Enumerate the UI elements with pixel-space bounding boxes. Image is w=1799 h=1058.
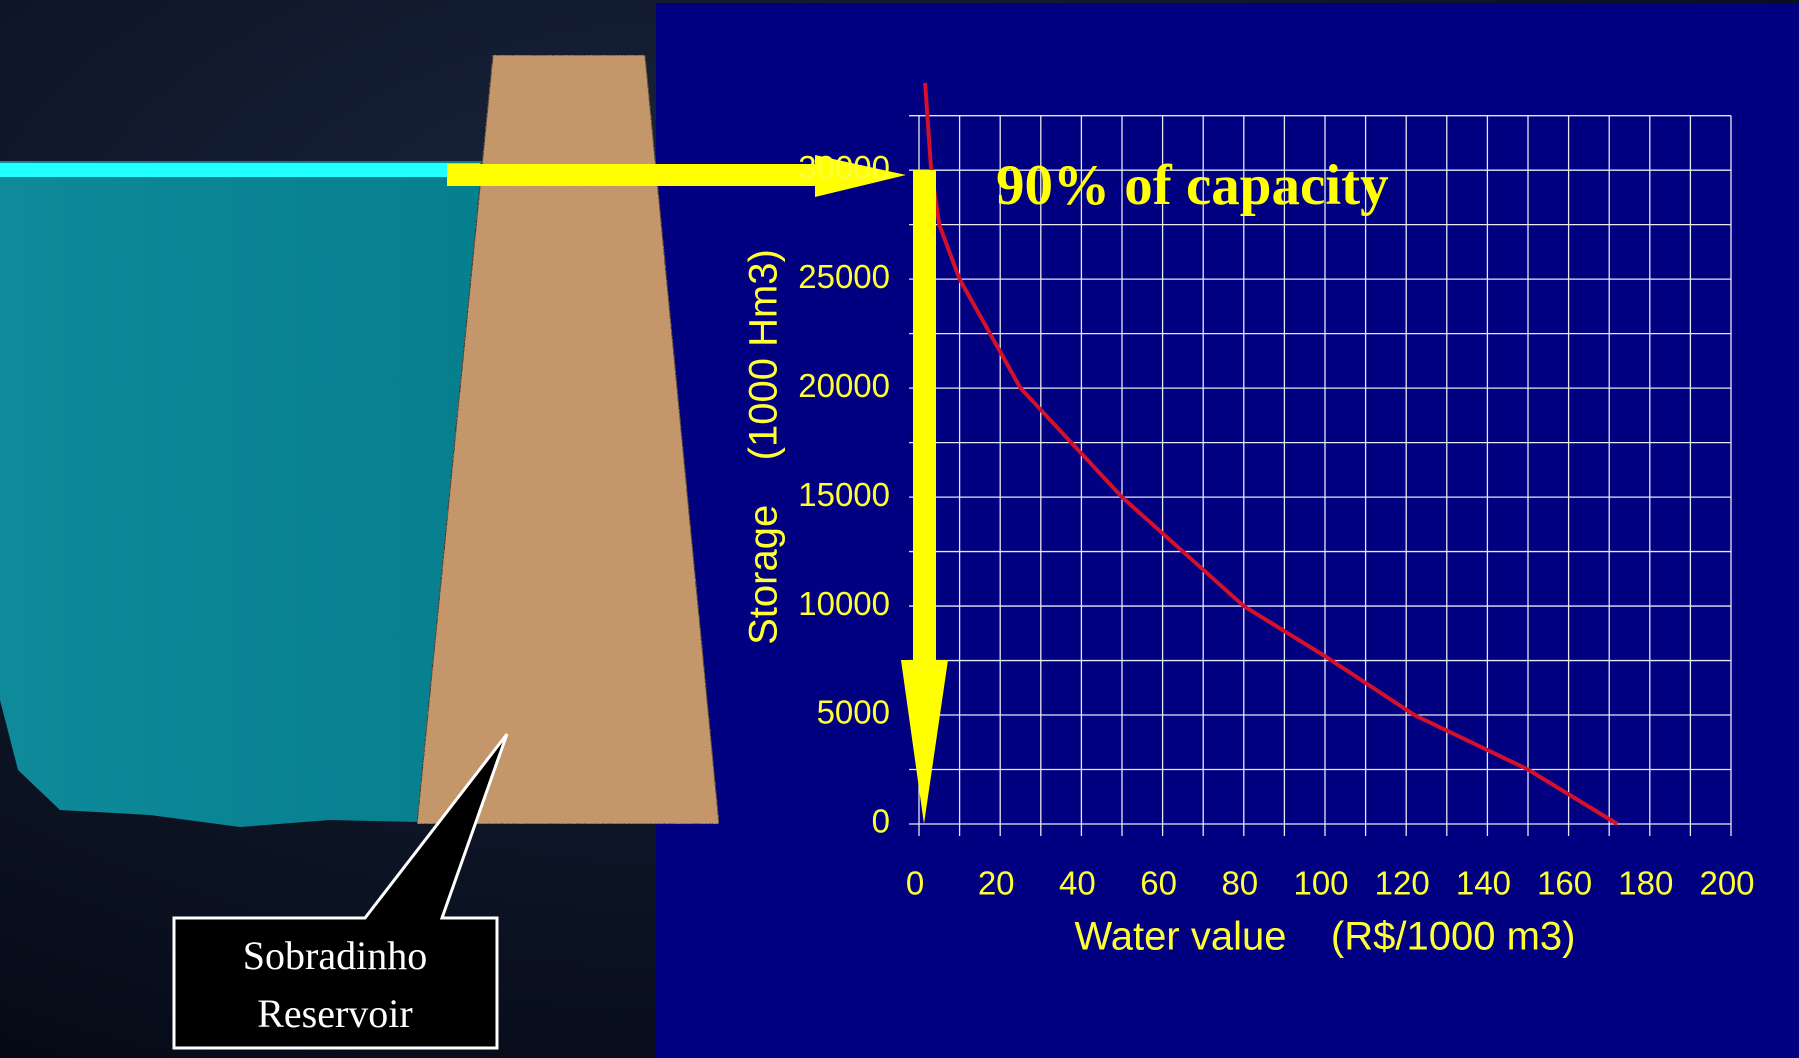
callout-text: Reservoir xyxy=(257,991,413,1036)
x-tick-label: 180 xyxy=(1618,865,1673,902)
y-tick-label: 15000 xyxy=(798,476,890,513)
x-tick-label: 60 xyxy=(1140,865,1177,902)
x-tick-label: 100 xyxy=(1293,865,1348,902)
reservoir-water xyxy=(0,161,482,827)
x-tick-label: 0 xyxy=(906,865,924,902)
y-tick-label: 30000 xyxy=(798,149,890,186)
x-tick-label: 80 xyxy=(1221,865,1258,902)
y-axis-title: Storage (1000 Hm3) xyxy=(742,249,786,645)
y-tick-label: 20000 xyxy=(798,367,890,404)
y-tick-label: 10000 xyxy=(798,585,890,622)
slide: 90% of capacity Sobradinho Reservoir 0 50… xyxy=(0,0,1799,1058)
y-tick-label: 5000 xyxy=(817,694,890,731)
water-level-line xyxy=(0,163,480,177)
x-tick-label: 40 xyxy=(1059,865,1096,902)
annotation: 90% of capacity xyxy=(996,154,1389,217)
x-axis-title: Water value (R$/1000 m3) xyxy=(1075,915,1576,959)
x-tick-label: 160 xyxy=(1537,865,1592,902)
x-tick-label: 140 xyxy=(1456,865,1511,902)
x-tick-label: 120 xyxy=(1375,865,1430,902)
x-tick-label: 20 xyxy=(978,865,1015,902)
x-tick-label: 200 xyxy=(1699,865,1754,902)
y-tick-label: 25000 xyxy=(798,258,890,295)
y-tick-label: 0 xyxy=(872,803,890,840)
callout-text: Sobradinho xyxy=(243,933,427,978)
